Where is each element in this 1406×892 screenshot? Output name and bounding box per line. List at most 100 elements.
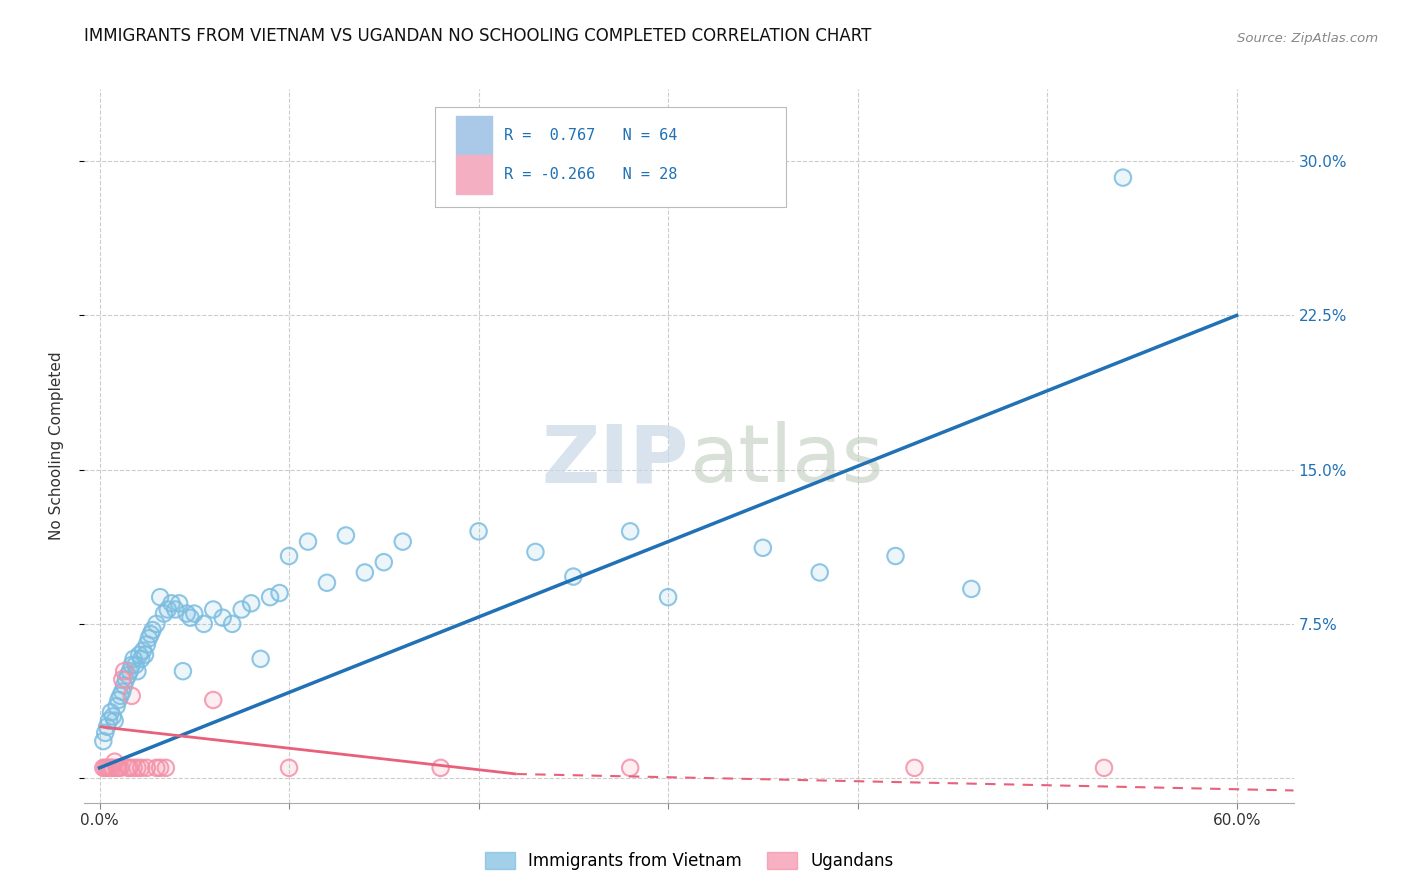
Point xyxy=(145,616,167,631)
Point xyxy=(100,706,122,720)
FancyBboxPatch shape xyxy=(456,155,492,194)
Point xyxy=(202,602,225,616)
Point xyxy=(96,720,118,734)
Legend: Immigrants from Vietnam, Ugandans: Immigrants from Vietnam, Ugandans xyxy=(478,845,900,877)
Point xyxy=(391,534,413,549)
Point xyxy=(353,566,375,580)
Point xyxy=(153,607,176,621)
Point xyxy=(960,582,983,596)
Point xyxy=(179,611,201,625)
Point xyxy=(107,761,129,775)
Point xyxy=(91,734,114,748)
Point xyxy=(167,596,190,610)
Point xyxy=(657,590,679,604)
Point xyxy=(121,658,143,673)
Point xyxy=(127,664,149,678)
Point xyxy=(278,549,301,563)
Point xyxy=(149,761,172,775)
Point xyxy=(240,596,263,610)
Point xyxy=(297,534,319,549)
Point xyxy=(211,611,233,625)
Point xyxy=(221,616,243,631)
Point xyxy=(96,761,118,775)
Point xyxy=(132,643,155,657)
Point xyxy=(193,616,215,631)
Point xyxy=(259,590,281,604)
Point xyxy=(110,689,132,703)
Point xyxy=(134,648,156,662)
Point xyxy=(619,524,641,539)
Point xyxy=(211,611,233,625)
Point xyxy=(142,623,165,637)
Point xyxy=(112,679,135,693)
Point xyxy=(110,761,132,775)
Point xyxy=(101,761,124,775)
Point xyxy=(202,602,225,616)
Text: atlas: atlas xyxy=(689,421,883,500)
Point xyxy=(117,668,139,682)
Point xyxy=(101,709,124,723)
Point xyxy=(1092,761,1115,775)
Point xyxy=(104,755,127,769)
Point xyxy=(110,761,132,775)
Point xyxy=(808,566,831,580)
Point xyxy=(115,673,138,687)
Point xyxy=(94,726,117,740)
Point xyxy=(165,602,187,616)
Point xyxy=(129,652,152,666)
Point xyxy=(128,648,150,662)
Point xyxy=(1112,170,1135,185)
Point xyxy=(142,623,165,637)
Point xyxy=(752,541,775,555)
Point xyxy=(117,761,139,775)
Point xyxy=(808,566,831,580)
Point xyxy=(139,627,162,641)
Point xyxy=(112,664,135,678)
Point xyxy=(104,714,127,728)
Point xyxy=(100,761,122,775)
Point xyxy=(107,761,129,775)
Point xyxy=(316,575,339,590)
Point xyxy=(98,761,121,775)
Point xyxy=(91,761,114,775)
Point xyxy=(155,761,177,775)
Point xyxy=(259,590,281,604)
Point xyxy=(160,596,183,610)
Point xyxy=(884,549,907,563)
Point xyxy=(105,761,128,775)
Point xyxy=(269,586,291,600)
Point xyxy=(619,761,641,775)
Point xyxy=(98,761,121,775)
Point xyxy=(153,607,176,621)
Point xyxy=(105,761,128,775)
Point xyxy=(111,685,134,699)
Point xyxy=(176,607,198,621)
Point xyxy=(94,726,117,740)
Point xyxy=(132,643,155,657)
Point xyxy=(135,761,157,775)
Point xyxy=(104,755,127,769)
Text: IMMIGRANTS FROM VIETNAM VS UGANDAN NO SCHOOLING COMPLETED CORRELATION CHART: IMMIGRANTS FROM VIETNAM VS UGANDAN NO SC… xyxy=(84,27,872,45)
Point xyxy=(193,616,215,631)
Point xyxy=(221,616,243,631)
Point xyxy=(100,761,122,775)
Point xyxy=(135,637,157,651)
Point xyxy=(105,699,128,714)
Point xyxy=(117,668,139,682)
Point xyxy=(139,627,162,641)
Point xyxy=(134,648,156,662)
Point xyxy=(91,761,114,775)
Point xyxy=(391,534,413,549)
Point xyxy=(429,761,451,775)
Point xyxy=(124,658,146,673)
Point xyxy=(1092,761,1115,775)
Point xyxy=(127,664,149,678)
Point xyxy=(202,693,225,707)
Point xyxy=(278,549,301,563)
Point xyxy=(135,761,157,775)
Point xyxy=(122,761,145,775)
Point xyxy=(129,652,152,666)
Point xyxy=(98,714,121,728)
Point xyxy=(903,761,925,775)
Point xyxy=(1112,170,1135,185)
